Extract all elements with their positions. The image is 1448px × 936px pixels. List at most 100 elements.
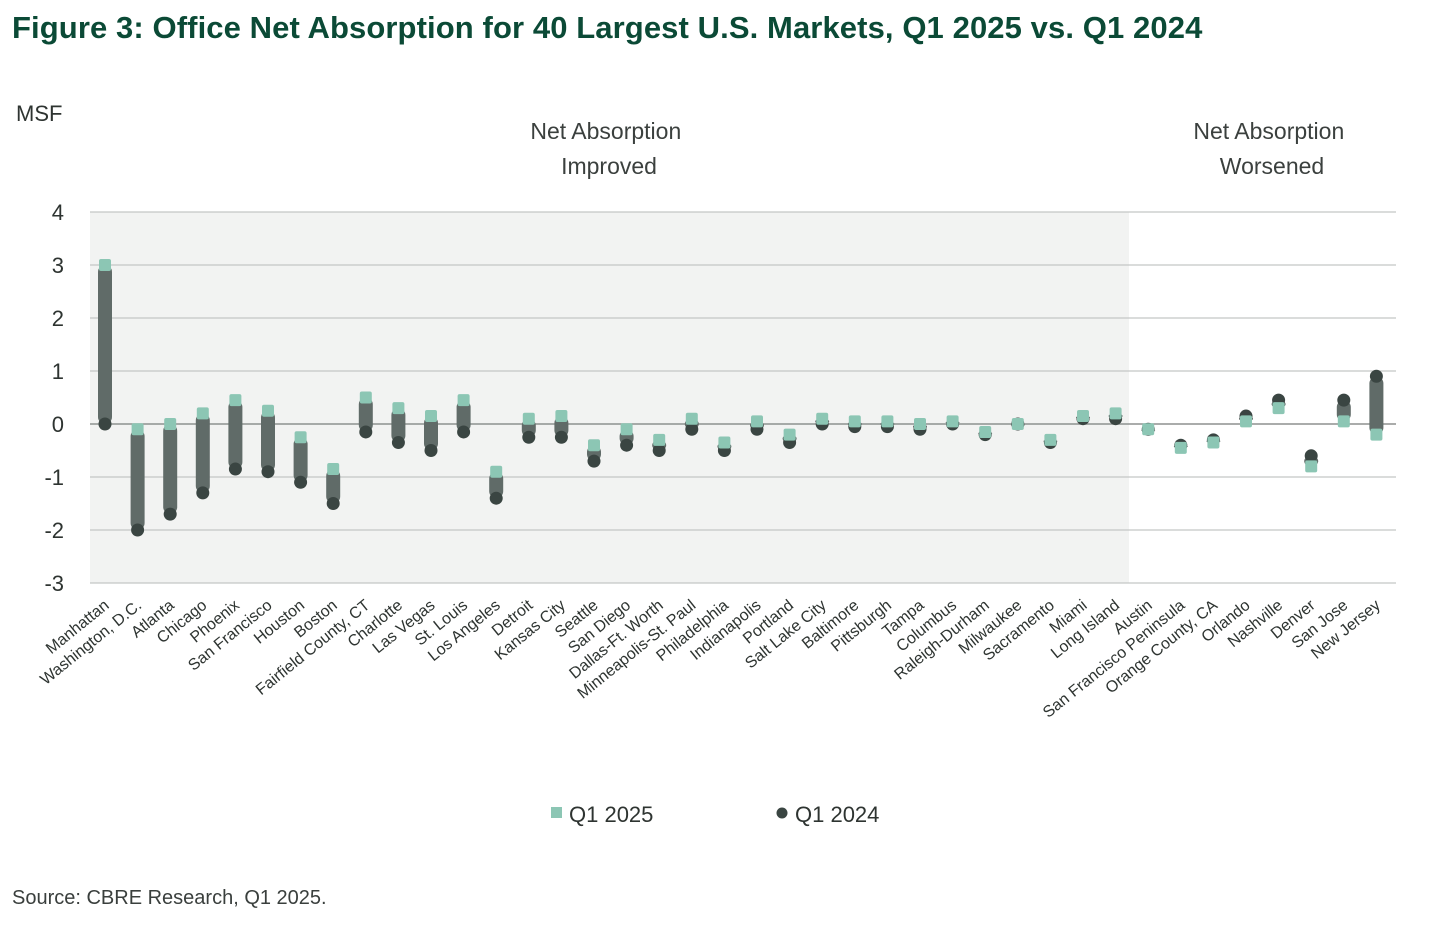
q1-2025-marker: [457, 394, 470, 407]
q1-2025-marker: [229, 394, 242, 407]
q1-2025-marker: [294, 431, 307, 444]
q1-2025-marker: [979, 425, 992, 438]
q1-2024-marker: [620, 438, 634, 452]
q1-2025-marker: [99, 259, 111, 271]
q1-2025-marker: [848, 415, 861, 428]
section-label-improved-line1: Net Absorption: [530, 118, 681, 144]
range-bar: [293, 437, 308, 483]
q1-2025-marker: [1174, 441, 1187, 454]
q1-2024-marker: [1304, 449, 1318, 463]
q1-2025-marker: [262, 404, 274, 417]
q1-2025-markers: [99, 259, 1383, 478]
q1-2025-marker: [685, 412, 698, 425]
source-note: Source: CBRE Research, Q1 2025.: [12, 887, 327, 909]
y-tick-label: 1: [52, 359, 64, 384]
range-bar: [489, 471, 504, 499]
q1-2024-marker: [326, 497, 340, 510]
y-axis-tick-labels: 4 3 2 1 0 -1 -2 -3: [44, 200, 64, 596]
range-bar: [195, 413, 210, 493]
q1-2025-marker: [392, 402, 405, 415]
q1-2025-marker: [653, 433, 666, 446]
y-axis-label: MSF: [16, 101, 62, 126]
q1-2025-marker: [588, 439, 600, 452]
q1-2025-marker: [1370, 428, 1383, 441]
q1-2025-marker: [751, 415, 763, 428]
legend-marker-q1-2025: [551, 807, 562, 818]
gridlines: [90, 211, 1396, 584]
q1-2025-marker: [914, 418, 926, 430]
y-tick-label: -2: [44, 518, 64, 543]
q1-2025-marker: [359, 391, 372, 404]
q1-2025-marker: [1011, 418, 1024, 430]
figure-title: Figure 3: Office Net Absorption for 40 L…: [12, 10, 1203, 45]
section-label-worsened-line2: Worsened: [1220, 153, 1324, 179]
q1-2025-marker: [620, 423, 633, 436]
q1-2025-marker: [1207, 436, 1220, 449]
q1-2025-marker: [1142, 423, 1155, 436]
q1-2025-marker: [1272, 402, 1285, 415]
q1-2024-marker: [685, 422, 699, 436]
q1-2025-marker: [718, 436, 731, 449]
q1-2024-marker: [554, 430, 568, 444]
section-label-improved: Net Absorption Improved: [530, 118, 687, 179]
q1-2024-marker: [424, 444, 438, 457]
range-bar: [261, 410, 275, 472]
range-bar: [130, 429, 145, 530]
range-bar: [163, 424, 178, 515]
q1-2025-marker: [327, 463, 340, 476]
q1-2024-marker: [522, 430, 536, 444]
y-tick-label: 2: [52, 306, 64, 331]
q1-2024-marker: [294, 475, 308, 489]
q1-2024-marker: [163, 507, 177, 521]
q1-2024-marker: [587, 454, 601, 468]
q1-2024-marker: [228, 462, 242, 476]
y-tick-label: 0: [52, 412, 64, 437]
q1-2024-marker: [1369, 369, 1383, 383]
q1-2025-marker: [1337, 415, 1350, 428]
q1-2025-marker: [783, 428, 796, 441]
q1-2024-marker: [131, 523, 145, 537]
q1-2025-marker: [425, 410, 437, 423]
q1-2024-marker: [391, 436, 405, 450]
y-tick-label: 3: [52, 253, 64, 278]
q1-2024-marker: [489, 491, 503, 505]
q1-2025-marker: [555, 410, 568, 423]
q1-2025-marker: [164, 418, 177, 430]
improved-region-shade: [90, 212, 1129, 583]
q1-2025-marker: [131, 423, 144, 436]
q1-2024-marker: [261, 465, 275, 479]
q1-2024-marker: [196, 486, 210, 500]
q1-2025-marker: [1109, 407, 1122, 420]
y-tick-label: -3: [44, 571, 64, 596]
q1-2024-marker: [652, 444, 666, 457]
range-bar: [424, 416, 438, 451]
range-bar: [98, 265, 112, 424]
q1-2025-marker: [1044, 433, 1057, 446]
range-bar: [228, 400, 243, 470]
q1-2025-marker: [881, 415, 894, 428]
q1-2025-marker: [946, 415, 959, 428]
q1-2025-marker: [816, 412, 829, 425]
section-label-worsened-line1: Net Absorption: [1193, 118, 1344, 144]
y-tick-label: 4: [52, 200, 64, 225]
range-bar: [326, 469, 341, 504]
q1-2024-marker: [457, 425, 471, 439]
legend: Q1 2025 Q1 2024: [551, 802, 879, 827]
q1-2024-marker: [1337, 393, 1351, 407]
section-label-improved-line2: Improved: [561, 153, 657, 179]
range-bar: [456, 400, 471, 432]
q1-2025-marker: [490, 465, 503, 478]
q1-2024-marker: [359, 425, 373, 439]
range-bar: [1369, 376, 1384, 435]
q1-2025-marker: [522, 412, 535, 425]
q1-2024-marker: [98, 417, 112, 431]
range-bar: [358, 397, 373, 432]
y-tick-label: -1: [44, 465, 64, 490]
q1-2025-marker: [1305, 460, 1318, 473]
q1-2025-marker: [1077, 410, 1089, 423]
legend-marker-q1-2024: [776, 807, 788, 819]
q1-2025-marker: [1240, 415, 1252, 428]
section-label-worsened: Net Absorption Worsened: [1193, 118, 1350, 179]
